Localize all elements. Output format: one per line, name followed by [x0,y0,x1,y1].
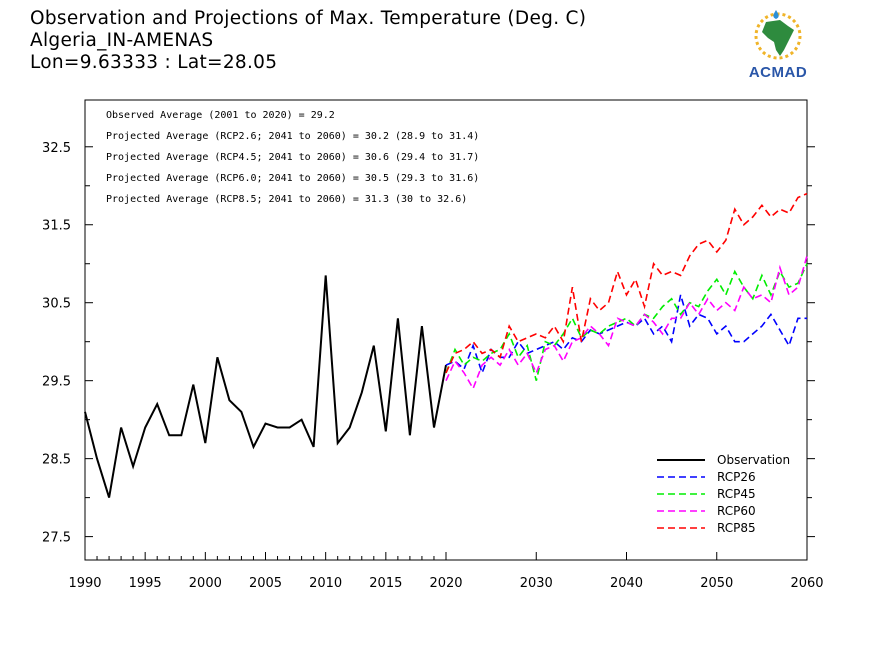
series-line-rcp60 [445,255,808,391]
x-tick-label: 2050 [700,576,733,591]
legend-label-rcp85: RCP85 [717,521,756,535]
average-annotation: Projected Average (RCP4.5; 2041 to 2060)… [106,152,479,163]
station-name: Algeria_IN-AMENAS [30,30,214,51]
station-coordinates: Lon=9.63333 : Lat=28.05 [30,52,278,73]
average-annotation: Projected Average (RCP2.6; 2041 to 2060)… [106,131,479,142]
chart-title-block: Observation and Projections of Max. Temp… [30,8,586,74]
legend-label-observation: Observation [717,453,790,467]
plot-frame [84,99,808,561]
series-line-observation [84,275,447,498]
legend-label-rcp26: RCP26 [717,470,756,484]
average-annotation: Projected Average (RCP6.0; 2041 to 2060)… [106,173,479,184]
average-annotation: Projected Average (RCP8.5; 2041 to 2060)… [106,194,467,205]
x-tick-label: 2020 [429,576,462,591]
legend-label-rcp60: RCP60 [717,504,756,518]
series-line-rcp45 [445,263,808,381]
x-tick-label: 2040 [610,576,643,591]
y-tick-label: 28.5 [42,453,71,468]
x-tick-label: 2030 [520,576,553,591]
y-tick-label: 27.5 [42,531,71,546]
logo-text: ACMAD [748,64,808,81]
x-tick-label: 2015 [369,576,402,591]
x-tick-label: 2010 [309,576,342,591]
legend-label-rcp45: RCP45 [717,487,756,501]
series-line-rcp26 [445,294,807,376]
y-tick-label: 32.5 [42,141,71,156]
x-tick-label: 2005 [249,576,282,591]
x-tick-label: 1990 [68,576,101,591]
acmad-logo: ACMAD [736,6,820,86]
y-tick-label: 31.5 [42,219,71,234]
y-tick-label: 29.5 [42,375,71,390]
series-line-rcp85 [445,192,808,374]
x-tick-label: 1995 [129,576,162,591]
africa-logo-icon [754,10,802,60]
x-tick-label: 2000 [189,576,222,591]
chart-title: Observation and Projections of Max. Temp… [30,8,587,29]
average-annotation: Observed Average (2001 to 2020) = 29.2 [106,110,335,121]
y-tick-label: 30.5 [42,297,71,312]
x-tick-label: 2060 [790,576,823,591]
